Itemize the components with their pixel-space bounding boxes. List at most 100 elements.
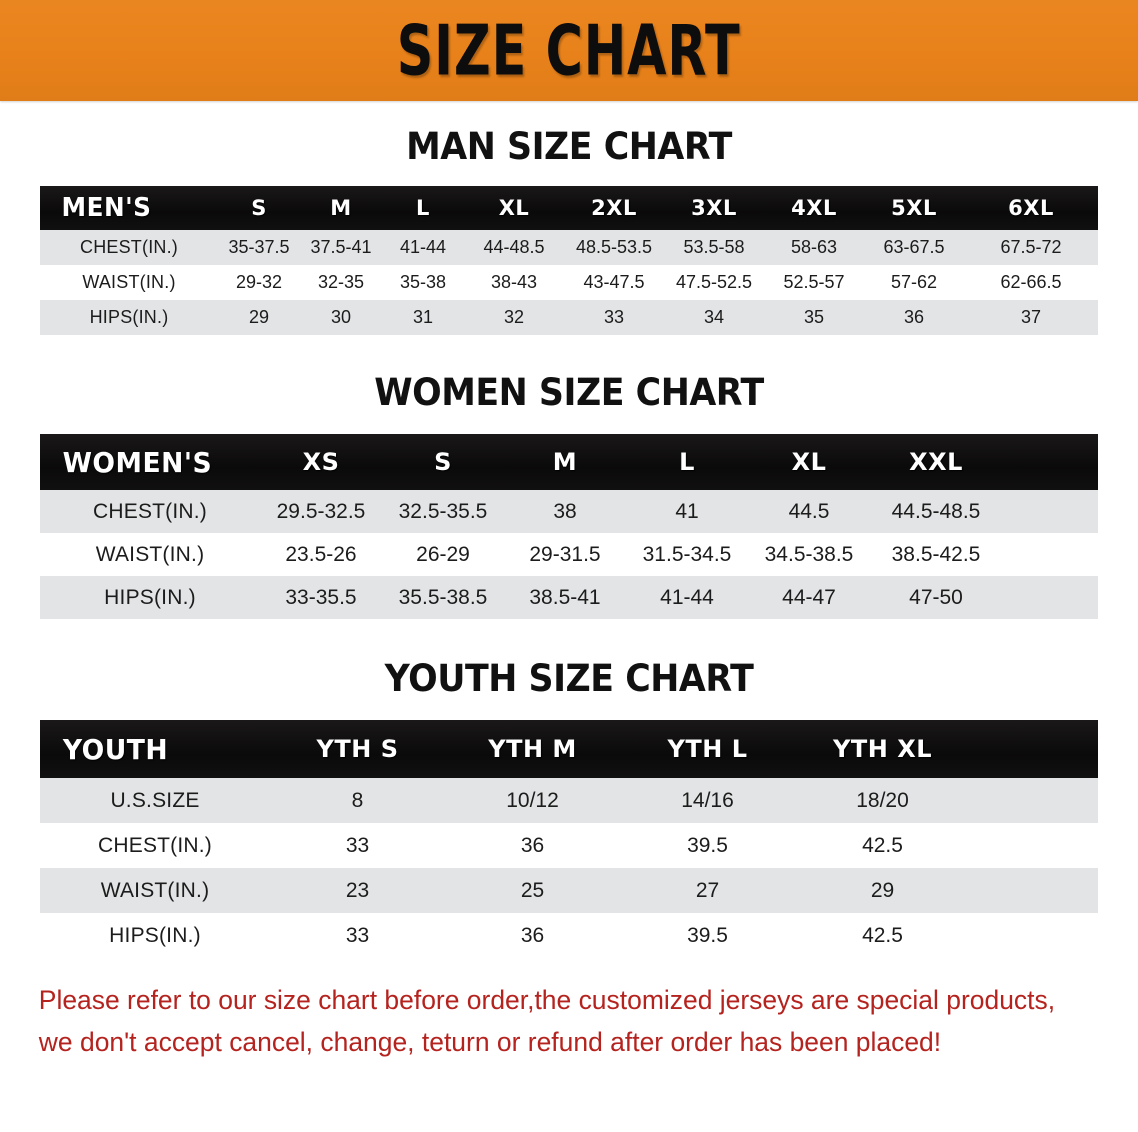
women-row-spacer bbox=[1002, 533, 1098, 576]
women-row-spacer bbox=[1002, 576, 1098, 619]
youth-ussize-xl: 18/20 bbox=[856, 788, 909, 812]
women-waist-l: 31.5-34.5 bbox=[642, 542, 732, 566]
youth-hips-l: 39.5 bbox=[687, 923, 728, 947]
women-size-col-xxl: XXL bbox=[909, 448, 963, 476]
man-size-col-5xl: 5XL bbox=[891, 196, 937, 220]
man-chest-xl: 44-48.5 bbox=[483, 237, 545, 257]
women-size-table: WOMEN'S XS S M L XL XXL CHEST(IN.) 29.5-… bbox=[40, 434, 1098, 619]
women-chest-xl: 44.5 bbox=[788, 499, 830, 523]
man-hips-m: 30 bbox=[330, 307, 352, 327]
youth-waist-s: 23 bbox=[345, 878, 370, 902]
women-row-spacer bbox=[1002, 490, 1098, 533]
youth-row-spacer bbox=[970, 823, 1098, 868]
youth-chest-xl: 42.5 bbox=[862, 833, 903, 857]
man-hips-3xl: 34 bbox=[703, 307, 725, 327]
women-hips-xs: 33-35.5 bbox=[285, 585, 357, 609]
table-row: WAIST(IN.) 29-32 32-35 35-38 38-43 43-47… bbox=[40, 265, 1098, 300]
women-waist-xs: 23.5-26 bbox=[285, 542, 357, 566]
man-waist-s: 29-32 bbox=[235, 272, 283, 292]
man-row-label-hips: HIPS(IN.) bbox=[89, 307, 169, 327]
women-waist-xl: 34.5-38.5 bbox=[764, 542, 854, 566]
youth-row-label-waist: WAIST(IN.) bbox=[100, 878, 210, 902]
youth-table-header-row: YOUTH YTH S YTH M YTH L YTH XL bbox=[40, 720, 1098, 778]
youth-waist-m: 25 bbox=[520, 878, 545, 902]
disclaimer-text: Please refer to our size chart before or… bbox=[29, 980, 1087, 1064]
man-waist-6xl: 62-66.5 bbox=[1000, 272, 1062, 292]
women-size-col-xs: XS bbox=[302, 448, 340, 476]
youth-row-label-us-size: U.S.SIZE bbox=[110, 788, 200, 812]
man-waist-m: 32-35 bbox=[317, 272, 365, 292]
youth-row-spacer bbox=[970, 778, 1098, 823]
man-hips-s: 29 bbox=[248, 307, 270, 327]
youth-hips-s: 33 bbox=[345, 923, 370, 947]
table-row: U.S.SIZE 8 10/12 14/16 18/20 bbox=[40, 778, 1098, 823]
man-table-header-row: MEN'S S M L XL 2XL 3XL 4XL 5XL 6XL bbox=[40, 186, 1098, 230]
women-hips-l: 41-44 bbox=[660, 585, 714, 609]
youth-size-col-s: YTH S bbox=[316, 735, 399, 763]
man-hips-l: 31 bbox=[412, 307, 434, 327]
man-chest-3xl: 53.5-58 bbox=[683, 237, 745, 257]
women-size-col-xl: XL bbox=[791, 448, 827, 476]
table-row: CHEST(IN.) 35-37.5 37.5-41 41-44 44-48.5… bbox=[40, 230, 1098, 265]
man-size-col-l: L bbox=[416, 196, 430, 220]
youth-row-spacer bbox=[970, 913, 1098, 958]
page-banner: SIZE CHART bbox=[0, 0, 1138, 101]
youth-chest-l: 39.5 bbox=[687, 833, 728, 857]
youth-size-col-xl: YTH XL bbox=[833, 735, 932, 763]
table-row: HIPS(IN.) 33-35.5 35.5-38.5 38.5-41 41-4… bbox=[40, 576, 1098, 619]
women-header-spacer bbox=[1002, 434, 1098, 490]
man-chest-m: 37.5-41 bbox=[310, 237, 372, 257]
man-size-col-3xl: 3XL bbox=[691, 196, 737, 220]
youth-hips-m: 36 bbox=[520, 923, 545, 947]
youth-ussize-l: 14/16 bbox=[681, 788, 734, 812]
women-table-header-row: WOMEN'S XS S M L XL XXL bbox=[40, 434, 1098, 490]
table-row: CHEST(IN.) 29.5-32.5 32.5-35.5 38 41 44.… bbox=[40, 490, 1098, 533]
women-size-col-m: M bbox=[552, 448, 578, 476]
man-hips-4xl: 35 bbox=[803, 307, 825, 327]
table-row: WAIST(IN.) 23 25 27 29 bbox=[40, 868, 1098, 913]
man-size-col-m: M bbox=[330, 196, 352, 220]
man-size-col-6xl: 6XL bbox=[1008, 196, 1054, 220]
man-hips-xl: 32 bbox=[503, 307, 525, 327]
youth-row-spacer bbox=[970, 868, 1098, 913]
youth-waist-xl: 29 bbox=[870, 878, 895, 902]
table-row: WAIST(IN.) 23.5-26 26-29 29-31.5 31.5-34… bbox=[40, 533, 1098, 576]
man-waist-4xl: 52.5-57 bbox=[783, 272, 845, 292]
women-section-title: WOMEN SIZE CHART bbox=[374, 371, 764, 414]
man-chest-s: 35-37.5 bbox=[228, 237, 290, 257]
youth-size-table: YOUTH YTH S YTH M YTH L YTH XL U.S.SIZE … bbox=[40, 720, 1098, 958]
man-waist-l: 35-38 bbox=[399, 272, 447, 292]
man-size-table: MEN'S S M L XL 2XL 3XL 4XL 5XL 6XL CHEST… bbox=[40, 186, 1098, 335]
man-chest-6xl: 67.5-72 bbox=[1000, 237, 1062, 257]
women-waist-xxl: 38.5-42.5 bbox=[891, 542, 981, 566]
page-title: SIZE CHART bbox=[397, 9, 741, 91]
man-waist-xl: 38-43 bbox=[490, 272, 538, 292]
youth-chest-m: 36 bbox=[520, 833, 545, 857]
women-waist-s: 26-29 bbox=[416, 542, 470, 566]
man-size-col-xl: XL bbox=[498, 196, 530, 220]
women-size-col-l: L bbox=[679, 448, 695, 476]
women-waist-m: 29-31.5 bbox=[529, 542, 601, 566]
disclaimer-line-2: we don't accept cancel, change, teturn o… bbox=[38, 1026, 942, 1057]
man-header-label: MEN'S bbox=[61, 193, 152, 223]
women-chest-m: 38 bbox=[553, 499, 577, 523]
youth-ussize-s: 8 bbox=[351, 788, 364, 812]
youth-header-label: YOUTH bbox=[62, 732, 169, 766]
disclaimer-line-1: Please refer to our size chart before or… bbox=[38, 985, 1056, 1015]
women-chest-xs: 29.5-32.5 bbox=[276, 499, 366, 523]
man-chest-l: 41-44 bbox=[399, 237, 447, 257]
man-section-title: MAN SIZE CHART bbox=[406, 125, 732, 168]
man-hips-6xl: 37 bbox=[1020, 307, 1042, 327]
women-chest-xxl: 44.5-48.5 bbox=[891, 499, 981, 523]
man-chest-2xl: 48.5-53.5 bbox=[575, 237, 653, 257]
women-chest-l: 41 bbox=[675, 499, 699, 523]
youth-section-title: YOUTH SIZE CHART bbox=[384, 657, 754, 700]
man-size-col-s: S bbox=[251, 196, 267, 220]
man-row-label-waist: WAIST(IN.) bbox=[82, 272, 176, 292]
man-size-col-4xl: 4XL bbox=[791, 196, 837, 220]
man-waist-2xl: 43-47.5 bbox=[583, 272, 645, 292]
women-size-col-s: S bbox=[434, 448, 452, 476]
man-waist-3xl: 47.5-52.5 bbox=[675, 272, 753, 292]
women-row-label-chest: CHEST(IN.) bbox=[93, 499, 207, 523]
women-row-label-waist: WAIST(IN.) bbox=[95, 542, 205, 566]
